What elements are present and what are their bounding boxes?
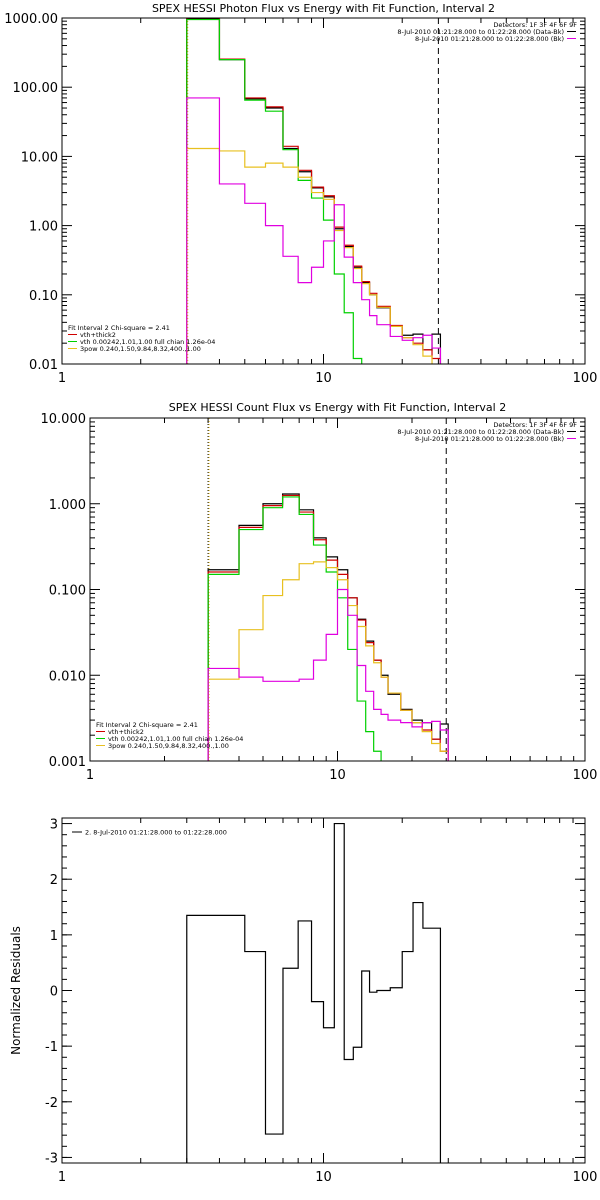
- y-tick-label: 1.00: [29, 220, 58, 235]
- y-tick-label: 2: [50, 873, 58, 888]
- x-tick-label: 1: [86, 768, 94, 783]
- legend-text: 8-Jul-2010 01:21:28.000 to 01:22:28.000 …: [415, 35, 564, 43]
- x-tick-label: 10: [315, 371, 332, 386]
- x-tick-label: 10: [329, 768, 346, 783]
- y-tick-label: 1000.00: [4, 12, 58, 27]
- legend-text: vth+thick2: [108, 728, 144, 736]
- y-tick-label: 10.000: [41, 412, 87, 427]
- legend-text: vth 0.00242,1.01,1.00 full chian 1.26e-0…: [108, 735, 243, 743]
- y-tick-label: 0: [50, 985, 58, 1000]
- x-tick-label: 10: [315, 1170, 332, 1185]
- x-tick-label: 100: [573, 1170, 598, 1185]
- legend-text: vth 0.00242,1.01,1.00 full chian 1.26e-0…: [80, 338, 215, 346]
- y-tick-label: 1: [50, 929, 58, 944]
- x-tick-label: 1: [58, 371, 66, 386]
- chart-panel-3: Normalized Residuals 1 10 100 -3 -2 -1 0 1 2 3 2. 8…: [9, 817, 598, 1185]
- y-tick-label: 10.00: [21, 150, 58, 165]
- legend-text: vth+thick2: [80, 331, 116, 339]
- chart-title: SPEX HESSI Count Flux vs Energy with Fit…: [169, 401, 506, 414]
- legend-text: 3pow 0.240,1.50,9.84,8.32,400.,1.00: [108, 742, 229, 750]
- series-residuals: [186, 822, 442, 1163]
- y-axis-label: Normalized Residuals: [9, 926, 23, 1055]
- legend-text: 2. 8-Jul-2010 01:21:28.000 to 01:22:28.0…: [85, 829, 227, 837]
- y-tick-label: -2: [45, 1096, 58, 1111]
- legend-text: Fit Interval 2 Chi-square = 2.41: [96, 721, 198, 729]
- series-3pow: [186, 147, 433, 364]
- y-tick-label: 0.100: [49, 584, 86, 599]
- y-tick-label: 100.00: [13, 81, 59, 96]
- legend-text: 8-Jul-2010 01:21:28.000 to 01:22:28.000 …: [397, 428, 564, 436]
- chart-panel-2: SPEX HESSI Count Flux vs Energy with Fit…: [41, 401, 598, 783]
- chart-title: SPEX HESSI Photon Flux vs Energy with Fi…: [152, 2, 495, 15]
- legend-text: 8-Jul-2010 01:21:28.000 to 01:22:28.000 …: [397, 28, 564, 36]
- y-tick-label: 0.010: [49, 669, 86, 684]
- y-tick-label: 0.10: [29, 289, 58, 304]
- y-tick-label: 1.000: [49, 498, 86, 513]
- y-tick-label: -1: [45, 1040, 58, 1055]
- detector-label: Detectors: 1F 3F 4F 6F 9F: [493, 21, 577, 29]
- plot-frame: [61, 817, 586, 1164]
- series-vth: [186, 18, 363, 364]
- series-bk: [186, 97, 442, 364]
- x-tick-label: 100: [573, 768, 598, 783]
- y-tick-label: 0.01: [29, 358, 58, 373]
- legend-text: 3pow 0.240,1.50,9.84,8.32,400.,1.00: [80, 345, 201, 353]
- detector-label: Detectors: 1F 3F 4F 6F 9F: [493, 421, 577, 429]
- legend-text: 8-Jul-2010 01:21:28.000 to 01:22:28.000 …: [415, 435, 564, 443]
- y-tick-label: -3: [45, 1151, 58, 1166]
- y-tick-label: 0.001: [49, 755, 86, 770]
- plot-frame: [61, 17, 586, 365]
- x-tick-label: 1: [58, 1170, 66, 1185]
- y-tick-label: 3: [50, 818, 58, 833]
- series-bk: [207, 588, 449, 761]
- plot-frame: [89, 417, 586, 762]
- chart-panel-1: SPEX HESSI Photon Flux vs Energy with Fi…: [4, 2, 597, 386]
- series-3pow: [207, 561, 449, 761]
- x-tick-label: 100: [573, 371, 598, 386]
- legend-text: Fit Interval 2 Chi-square = 2.41: [68, 324, 170, 332]
